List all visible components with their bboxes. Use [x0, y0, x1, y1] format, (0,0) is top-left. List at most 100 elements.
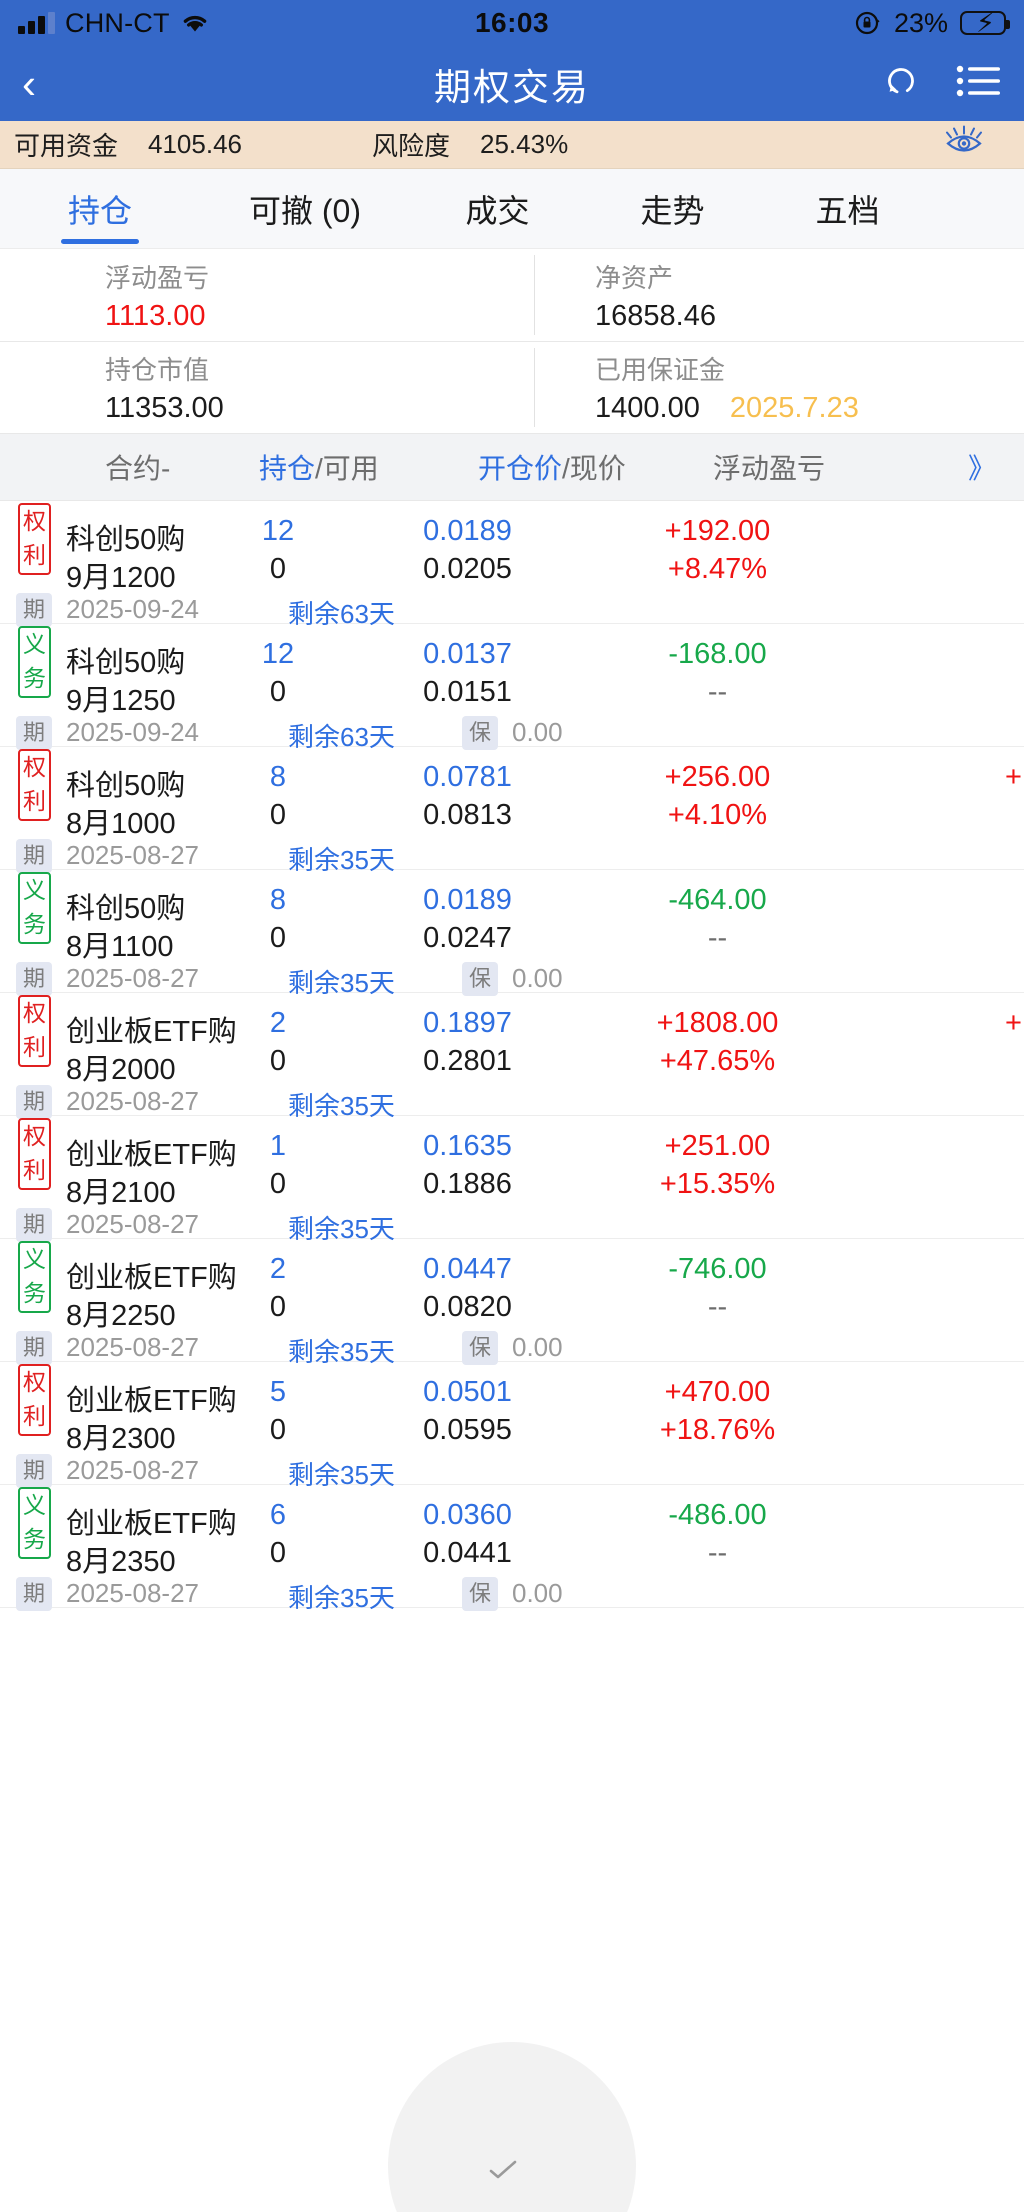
- badge-char-bottom: 利: [23, 1403, 46, 1429]
- row-line-3: 期 2025-09-24 剩余63天 保 0.00: [0, 714, 1024, 752]
- header-open-price-label: 开仓价: [478, 453, 563, 484]
- row-line-3: 期 2025-09-24 剩余63天: [0, 591, 1024, 629]
- assistive-touch-check-icon: [489, 2160, 517, 2180]
- contract-strike: 8月2000: [66, 1054, 176, 1086]
- position-quantity: 8: [269, 884, 287, 916]
- contract-strike: 8月2250: [66, 1300, 176, 1332]
- tab-trend[interactable]: 走势: [640, 192, 705, 229]
- summary-net-assets-label: 净资产: [595, 262, 674, 293]
- tab-depth[interactable]: 五档: [815, 192, 880, 229]
- expiry-date: 2025-08-27: [66, 840, 199, 870]
- position-quantity: 5: [269, 1376, 287, 1408]
- header-more-columns[interactable]: 》: [968, 453, 997, 484]
- contract-strike: 9月1200: [66, 562, 176, 594]
- float-pl-percent: +15.35%: [659, 1168, 776, 1200]
- contract-strike: 8月1100: [66, 931, 174, 963]
- position-type-badge: 权利: [18, 749, 51, 821]
- float-pl-amount: -464.00: [668, 884, 767, 916]
- header-position-label: 持仓: [259, 453, 316, 484]
- row-line-3: 期 2025-08-27 剩余35天 保 0.00: [0, 1329, 1024, 1367]
- summary-divider-v2: [534, 348, 535, 427]
- table-row[interactable]: 权利 创业板ETF购 5 0.0501 +470.00 8月2300 0 0.0…: [0, 1362, 1024, 1490]
- table-row[interactable]: 义务 创业板ETF购 6 0.0360 -486.00 8月2350 0 0.0…: [0, 1485, 1024, 1613]
- summary-market-value-label: 持仓市值: [105, 355, 210, 385]
- open-price: 0.0447: [423, 1253, 512, 1285]
- summary-net-assets-value: 16858.46: [595, 299, 716, 332]
- row-line-2: 8月2250 0 0.0820 --: [0, 1291, 1024, 1332]
- table-row[interactable]: 权利 创业板ETF购 2 0.1897 +1808.00 + 8月2000 0 …: [0, 993, 1024, 1121]
- position-type-badge: 义务: [18, 626, 51, 698]
- float-pl-percent: --: [707, 1291, 728, 1323]
- status-bar-left: CHN-CT: [18, 8, 210, 39]
- expiry-tag: 期: [16, 1208, 52, 1242]
- badge-char-top: 义: [23, 1246, 46, 1272]
- float-pl-percent: --: [707, 922, 728, 954]
- available-quantity: 0: [269, 799, 287, 831]
- float-pl-amount: +256.00: [664, 761, 771, 793]
- row-line-1: 创业板ETF购 1 0.1635 +251.00: [0, 1130, 1024, 1171]
- tab-trades[interactable]: 成交: [465, 192, 530, 229]
- eye-icon[interactable]: [944, 124, 984, 165]
- table-row[interactable]: 权利 创业板ETF购 1 0.1635 +251.00 8月2100 0 0.1…: [0, 1116, 1024, 1244]
- days-remaining: 剩余35天: [288, 1460, 395, 1490]
- tab-cancelable[interactable]: 可撤 (0): [248, 192, 361, 229]
- summary-row-2: 持仓市值 11353.00 已用保证金 1400.00 2025.7.23: [0, 341, 1024, 433]
- header-slash-2: /: [562, 453, 570, 484]
- tab-positions[interactable]: 持仓: [0, 169, 200, 248]
- badge-char-top: 权: [23, 508, 46, 534]
- back-button[interactable]: ‹: [22, 59, 36, 107]
- open-price: 0.0781: [423, 761, 512, 793]
- row-line-2: 9月1200 0 0.0205 +8.47%: [0, 553, 1024, 594]
- available-quantity: 0: [269, 1414, 287, 1446]
- float-pl-overflow: +: [1005, 1007, 1022, 1039]
- badge-char-top: 权: [23, 754, 46, 780]
- table-row[interactable]: 义务 科创50购 8 0.0189 -464.00 8月1100 0 0.024…: [0, 870, 1024, 998]
- positions-list: 权利 科创50购 12 0.0189 +192.00 9月1200 0 0.02…: [0, 501, 1024, 1613]
- row-line-2: 8月2100 0 0.1886 +15.35%: [0, 1168, 1024, 1209]
- header-open-current-price[interactable]: 开仓价/现价: [478, 447, 626, 487]
- current-price: 0.0247: [423, 922, 512, 954]
- contract-strike: 8月2350: [66, 1546, 176, 1578]
- float-pl-percent: +18.76%: [659, 1414, 776, 1446]
- float-pl-amount: -168.00: [668, 638, 767, 670]
- risk-label: 风险度: [372, 131, 451, 161]
- header-contract[interactable]: 合约-: [105, 453, 171, 484]
- summary-float-pl-value: 1113.00: [105, 299, 206, 332]
- header-slash-1: /: [315, 453, 323, 484]
- margin-tag: 保: [462, 1577, 498, 1611]
- summary-date-badge: 2025.7.23: [729, 392, 859, 424]
- open-price: 0.1635: [423, 1130, 512, 1162]
- table-row[interactable]: 义务 科创50购 12 0.0137 -168.00 9月1250 0 0.01…: [0, 624, 1024, 752]
- assistive-touch-overlay[interactable]: [388, 2042, 636, 2212]
- row-line-1: 创业板ETF购 2 0.1897 +1808.00 +: [0, 1007, 1024, 1048]
- table-row[interactable]: 权利 科创50购 12 0.0189 +192.00 9月1200 0 0.02…: [0, 501, 1024, 629]
- header-position-available[interactable]: 持仓/可用: [259, 447, 379, 487]
- battery-charging-icon: ⚡: [960, 10, 1010, 37]
- row-line-2: 8月1000 0 0.0813 +4.10%: [0, 799, 1024, 840]
- table-row[interactable]: 义务 创业板ETF购 2 0.0447 -746.00 8月2250 0 0.0…: [0, 1239, 1024, 1367]
- position-type-badge: 义务: [18, 1241, 51, 1313]
- summary-row-1: 浮动盈亏 1113.00 净资产 16858.46: [0, 249, 1024, 341]
- list-menu-icon[interactable]: [956, 61, 1002, 106]
- header-float-pl[interactable]: 浮动盈亏: [713, 453, 826, 484]
- header-available-label: 可用: [322, 453, 379, 484]
- summary-market-value: 持仓市值 11353.00: [0, 342, 534, 433]
- expiry-tag: 期: [16, 1085, 52, 1119]
- table-row[interactable]: 权利 科创50购 8 0.0781 +256.00 + 8月1000 0 0.0…: [0, 747, 1024, 875]
- float-pl-amount: +470.00: [664, 1376, 771, 1408]
- carrier-label: CHN-CT: [65, 7, 170, 38]
- row-line-3: 期 2025-08-27 剩余35天: [0, 1452, 1024, 1490]
- wifi-icon: [180, 12, 210, 34]
- badge-char-top: 权: [23, 1000, 46, 1026]
- summary-used-margin: 已用保证金 1400.00 2025.7.23: [535, 342, 1024, 433]
- summary-net-assets: 净资产 16858.46: [535, 249, 1024, 341]
- refresh-icon[interactable]: [878, 58, 924, 109]
- days-remaining: 剩余63天: [288, 722, 395, 752]
- position-type-badge: 义务: [18, 1487, 51, 1559]
- row-line-1: 创业板ETF购 6 0.0360 -486.00: [0, 1499, 1024, 1540]
- contract-strike: 8月1000: [66, 808, 176, 840]
- contract-name: 创业板ETF购: [66, 1139, 237, 1171]
- available-quantity: 0: [269, 1537, 287, 1569]
- margin-tag: 保: [462, 1331, 498, 1365]
- summary-used-margin-value: 1400.00: [595, 392, 700, 424]
